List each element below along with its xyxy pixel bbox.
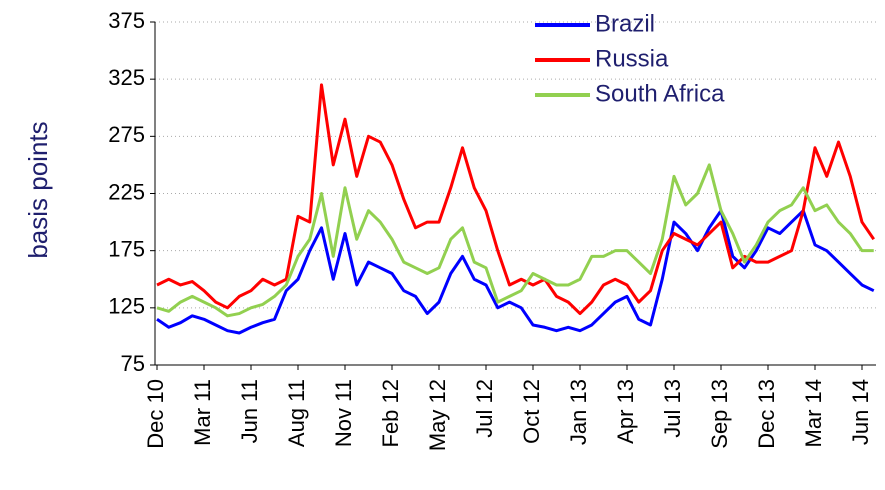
y-tick-label: 175	[108, 236, 145, 261]
x-tick-label: Mar 11	[190, 379, 215, 446]
x-tick-label: Dec 13	[754, 379, 779, 449]
x-tick-label: Feb 12	[378, 379, 403, 448]
legend-label: Brazil	[595, 10, 655, 37]
y-tick-label: 325	[108, 65, 145, 90]
x-tick-label: Apr 13	[613, 379, 638, 444]
y-axis-label: basis points	[23, 121, 53, 258]
y-tick-label: 75	[121, 351, 145, 376]
y-tick-label: 275	[108, 122, 145, 147]
legend-label: South Africa	[595, 80, 725, 107]
series-line	[156, 209, 875, 335]
legend-label: Russia	[595, 45, 669, 72]
y-tick-label: 375	[108, 8, 145, 33]
x-tick-label: Jun 14	[848, 379, 873, 445]
x-tick-label: Mar 14	[801, 379, 826, 447]
x-tick-label: Aug 11	[284, 379, 309, 447]
x-tick-label: Jun 11	[237, 379, 262, 443]
x-tick-label: Jul 12	[472, 379, 497, 438]
x-tick-label: May 12	[425, 379, 450, 451]
y-tick-label: 225	[108, 179, 145, 204]
x-tick-label: Sep 13	[707, 379, 732, 449]
series-line	[156, 163, 874, 318]
series-line	[156, 83, 875, 316]
x-tick-label: Nov 11	[331, 379, 356, 447]
x-tick-label: Dec 10	[143, 379, 168, 449]
y-tick-label: 125	[108, 294, 145, 319]
x-tick-label: Jan 13	[566, 379, 591, 445]
x-tick-label: Oct 12	[519, 379, 544, 444]
x-tick-label: Jul 13	[660, 379, 685, 438]
